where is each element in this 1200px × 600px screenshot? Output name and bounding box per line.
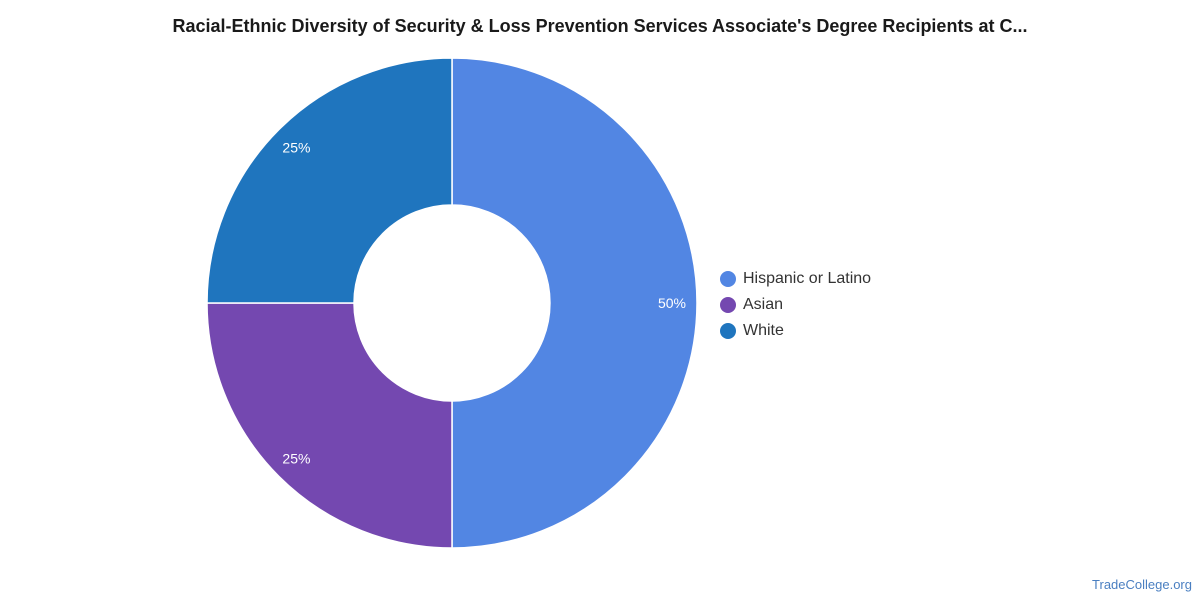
- legend-label: White: [743, 322, 784, 339]
- legend-item-asian[interactable]: Asian: [720, 292, 871, 318]
- slice-hispanic-or-latino[interactable]: [451, 57, 698, 549]
- chart-title: Racial-Ethnic Diversity of Security & Lo…: [172, 16, 1028, 36]
- slice-asian[interactable]: [206, 302, 453, 549]
- slice-label-asian: 25%: [282, 451, 310, 467]
- slice-white[interactable]: [206, 57, 453, 304]
- slice-label-hispanic-or-latino: 50%: [658, 295, 686, 311]
- legend-label: Asian: [743, 296, 784, 313]
- legend-item-hispanic-or-latino[interactable]: Hispanic or Latino: [720, 266, 871, 292]
- legend: Hispanic or Latino Asian White: [720, 266, 871, 344]
- legend-label: Hispanic or Latino: [743, 270, 872, 287]
- legend-swatch-white: [720, 323, 736, 339]
- legend-item-white[interactable]: White: [720, 318, 871, 344]
- legend-swatch-hispanic-or-latino: [720, 271, 736, 287]
- slice-label-white: 25%: [282, 139, 310, 155]
- legend-swatch-asian: [720, 297, 736, 313]
- source-link[interactable]: TradeCollege.org: [1092, 577, 1192, 592]
